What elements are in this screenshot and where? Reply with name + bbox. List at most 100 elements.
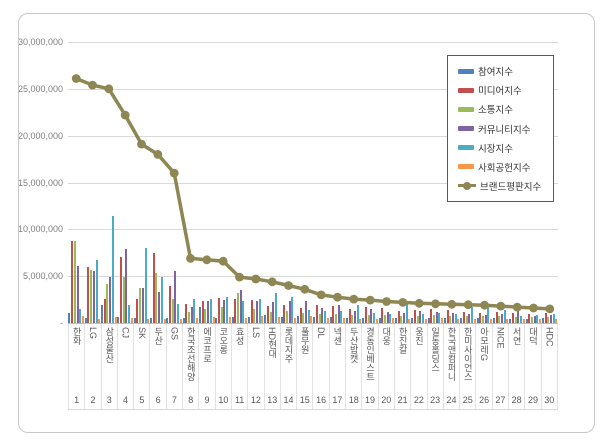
category-label: 두산 (153, 327, 164, 345)
legend-label: 소통지수 (478, 105, 513, 117)
bar (324, 310, 327, 323)
category-label-cell: 일동홀딩스 (428, 324, 444, 392)
bar-group (460, 42, 476, 323)
bar-group (378, 42, 395, 323)
bar (150, 318, 153, 323)
bar (218, 297, 221, 323)
bar (288, 301, 291, 323)
bar (463, 311, 465, 323)
legend-label: 브랜드평판지수 (480, 181, 542, 193)
bar (125, 249, 128, 323)
category-number: 20 (379, 392, 395, 409)
bar (465, 316, 468, 323)
bar (286, 310, 289, 323)
legend: 참여지수 미디어지수 소통지수 커뮤니티지수 시장지수 사회공헌지수 브랜드평판지수 (447, 55, 554, 202)
bar (547, 317, 550, 323)
bar (400, 315, 403, 323)
bar (487, 307, 490, 323)
category-label: 서연 (511, 327, 522, 345)
category-label-cell: 대웅 (379, 324, 395, 392)
bar (109, 277, 112, 323)
bar (182, 318, 185, 323)
category-number: 10 (216, 392, 232, 409)
bar-group (525, 42, 542, 323)
bar-group (395, 42, 411, 323)
bar (354, 310, 357, 323)
category-label-cell: 풀무원 (297, 324, 314, 392)
bar (531, 317, 533, 323)
category-label: 에코프로 (202, 327, 213, 363)
bar (166, 318, 169, 323)
bar (430, 308, 433, 323)
bar (528, 313, 531, 323)
y-axis-label: 5,000,000 (22, 271, 63, 282)
bar (106, 283, 109, 323)
bar (73, 240, 76, 323)
bar (160, 277, 163, 323)
legend-item: 커뮤니티지수 (458, 122, 553, 136)
bar-group (68, 42, 84, 323)
x-axis-category-labels: 한화 LG 삼성물산 CJ SK 두산 GS 한국조선해양 에코프로 코오롱 효성 LS HD현대 롯데지… (68, 324, 558, 392)
category-label-cell: 한화 (68, 324, 86, 392)
bar (482, 316, 485, 323)
bar (196, 318, 199, 323)
bar (422, 313, 425, 323)
bar (177, 304, 180, 323)
bar (179, 319, 182, 323)
bar (76, 265, 79, 323)
category-label-cell: 대덕 (525, 324, 542, 392)
bar (550, 314, 553, 323)
category-label-cell: 서연 (509, 324, 526, 392)
bar (384, 314, 387, 323)
bar (204, 308, 207, 323)
bar (539, 319, 542, 323)
category-number: 2 (85, 392, 102, 409)
bar (479, 312, 482, 323)
bar (250, 299, 253, 323)
category-number: 27 (493, 392, 510, 409)
legend-label: 시장지수 (478, 143, 513, 155)
bar (326, 318, 329, 323)
bar (248, 317, 251, 323)
bar (403, 312, 406, 323)
bar (199, 307, 202, 323)
bar (239, 290, 242, 323)
bar (291, 296, 294, 323)
bar (351, 314, 354, 323)
category-label-cell: HDC (542, 324, 558, 392)
legend-swatch-icon (458, 164, 474, 170)
bar (441, 318, 444, 323)
bar (136, 298, 139, 323)
bar (435, 311, 438, 323)
bar (316, 305, 319, 323)
category-label-cell: 효성 (232, 324, 249, 392)
bar (215, 318, 218, 323)
bar (337, 305, 340, 323)
category-number: 14 (281, 392, 298, 409)
bar-group (101, 42, 117, 323)
bar (332, 306, 335, 323)
category-label: HD현대 (267, 327, 278, 358)
category-number: 3 (102, 392, 118, 409)
bar (90, 269, 93, 323)
bar (356, 305, 359, 323)
legend-item: 사회공헌지수 (458, 160, 553, 174)
category-label-cell: 두산 (150, 324, 167, 392)
bar (552, 313, 555, 323)
bar-group (411, 42, 427, 323)
bar-group (443, 42, 460, 323)
category-label: 대덕 (527, 327, 538, 345)
bar (506, 319, 509, 323)
category-label: 한화 (71, 327, 82, 345)
bar (452, 312, 455, 323)
bar (348, 308, 351, 323)
bar (310, 315, 313, 323)
category-label-cell: 두산밥캣 (346, 324, 363, 392)
bar (305, 300, 308, 323)
bar (525, 319, 528, 323)
category-number: 28 (509, 392, 526, 409)
bar (416, 315, 419, 323)
bar (201, 301, 204, 323)
category-label: 넥센 (332, 327, 343, 345)
legend-item: 참여지수 (458, 64, 553, 78)
